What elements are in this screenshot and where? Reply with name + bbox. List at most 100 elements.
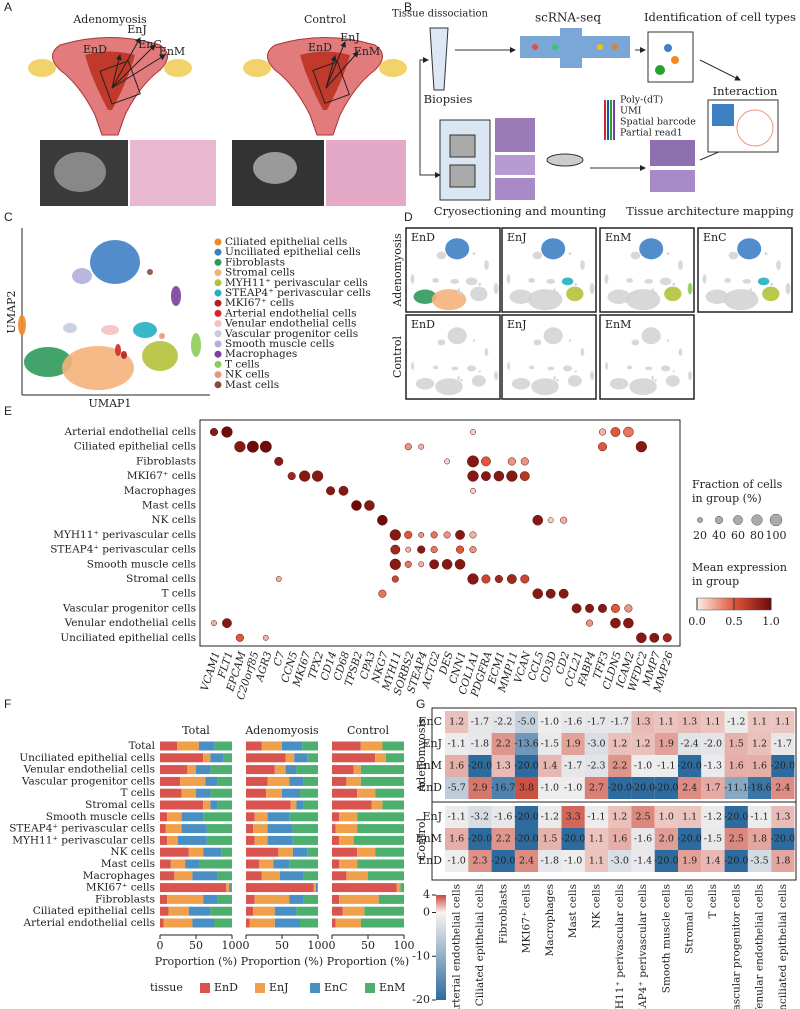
heat-cell [561,755,585,777]
row-label: Vascular progenitor cells [21,775,155,787]
bar-segment [230,883,232,893]
heat-cell [514,755,539,777]
bar-segment [246,800,291,810]
heat-cell [561,850,585,872]
cell-label: -1.5 [704,834,722,845]
mini-umap-cluster [589,282,595,295]
dot [494,574,503,584]
bar-segment [188,847,204,857]
dot [635,441,647,453]
x-tick-label: 50 [275,939,289,952]
tissue-label: EnD [411,231,435,244]
legend-marker [214,360,222,368]
mini-umap-cluster [465,277,478,286]
region-label: EnM [354,45,380,58]
row-label: Arterial endothelial cells [23,917,155,929]
dot [558,588,569,599]
cell-label: -1.1 [447,812,465,823]
tissue-label: EnJ [507,231,527,244]
heat-cell [514,828,539,850]
cell-label: 2.2 [496,834,511,845]
mini-umap-cluster [687,282,693,295]
dot [454,559,466,570]
cell-label: -20.0 [771,834,795,845]
mini-umap-cluster [546,279,556,284]
cell-label: 1.4 [542,761,557,772]
bar-segment [253,906,275,916]
row-label: MYH11⁺ perivascular cells [53,529,196,541]
group-label: Adenomyosis [391,233,404,308]
panel-label: C [4,210,13,224]
heat-cell [538,733,562,755]
cell-label: -1.0 [447,856,465,867]
umap-cluster [24,347,72,377]
cell-label: 1.8 [752,834,767,845]
bar-segment [210,753,224,763]
dot [506,470,518,482]
bar-segment [307,847,318,857]
cell-label: -1.6 [634,834,652,845]
axis-label: Proportion (%) [327,955,409,968]
heat-cell [584,828,609,850]
cell-label: -2.2 [494,717,512,728]
bar-segment [261,741,282,751]
dot [405,546,412,553]
heat-cell [584,777,609,799]
mini-umap-cluster [641,327,661,345]
dot [481,471,491,481]
heat-cell [491,733,515,755]
heat-cell [654,806,678,828]
umap-cluster [90,240,140,284]
mini-umap-cluster [472,252,476,255]
heat-cell [678,755,702,777]
mini-umap-cluster [785,282,791,295]
cell-label: -20.0 [654,783,678,794]
size-legend-label: 100 [766,529,787,542]
bar-segment [386,753,404,763]
mini-umap-cluster [660,365,671,372]
bar-segment [332,812,340,822]
heat-cell [631,850,655,872]
legend-marker [214,320,222,328]
bar-segment [396,883,401,893]
mini-umap-cluster [590,370,594,381]
legend-marker [214,299,222,307]
dot [469,546,477,554]
cell-label: -3.5 [750,856,768,867]
bar-segment [339,859,358,869]
legend-label: EnD [214,981,238,994]
region-label: EnJ [127,23,147,36]
cell-label: -20.0 [771,761,795,772]
size-legend-label: 20 [693,529,707,542]
workflow-step: Cryosectioning and mounting [434,204,607,218]
cell-label: 2.5 [729,834,744,845]
mini-umap-cluster [460,378,463,382]
cell-label: 1.1 [775,717,790,728]
cell-label: 1.9 [566,739,581,750]
column-label: MYH11⁺ perivascular cells [614,884,626,1009]
cell-label: 3.8 [519,783,534,794]
bar-segment [246,765,275,775]
heat-cell [654,755,678,777]
heat-cell [538,711,562,733]
panel-title: Adenomyosis [72,13,147,26]
legend-marker [214,371,222,379]
dot [235,633,244,642]
bar-segment [246,906,254,916]
dot [649,632,660,643]
bar-segment [353,765,361,775]
colorbar-label: 0 [423,906,430,919]
bar-segment [273,859,290,869]
mini-umap [702,238,791,311]
dot [351,500,362,511]
cell-label: -1.2 [704,812,722,823]
dot [377,514,388,526]
cell-label: -20.0 [491,856,515,867]
cell-label: 1.1 [682,812,697,823]
heat-cell [724,806,748,828]
row-label: Total [129,740,156,752]
group-label: Control [415,818,428,860]
bar-segment [217,776,232,786]
dot [520,457,529,466]
